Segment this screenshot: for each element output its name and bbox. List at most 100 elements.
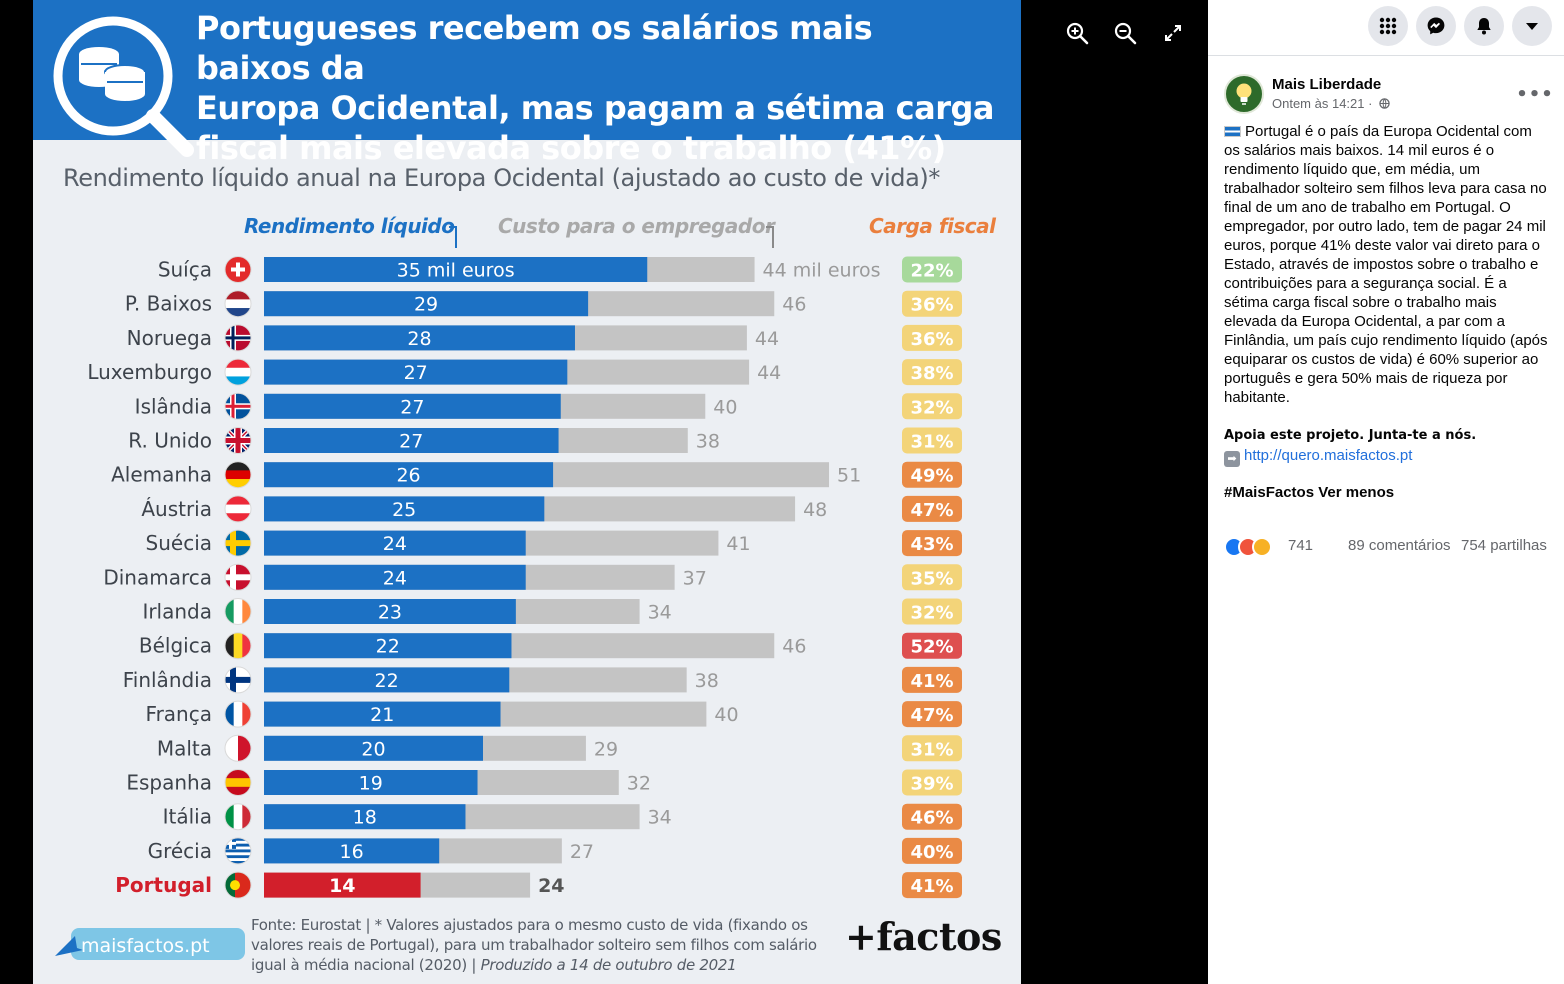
country-label: Bélgica [139, 634, 212, 658]
cost-value-label: 46 [782, 294, 806, 316]
legend-employer-cost: Custo para o empregador [498, 214, 775, 238]
flag-outline [224, 392, 252, 420]
flag-stripe [225, 840, 251, 844]
flag-outline [224, 358, 252, 386]
flag-outline [224, 734, 252, 762]
country-label: Grécia [148, 839, 212, 863]
notifications-bell-icon[interactable] [1464, 6, 1504, 46]
tax-badge-label: 39% [910, 774, 953, 795]
tax-badge-label: 49% [910, 466, 953, 487]
legend-bracket [766, 226, 774, 248]
flag-outline [224, 769, 252, 796]
support-link[interactable]: http://quero.maisfactos.pt [1244, 447, 1413, 464]
post-timestamp[interactable]: Ontem às 14:21 · [1272, 96, 1373, 111]
bar-net [264, 325, 575, 351]
tax-badge-label: 43% [910, 534, 953, 555]
tax-badge [902, 256, 962, 283]
source-text: Fonte: Eurostat | * Valores ajustados pa… [251, 916, 817, 974]
tax-badge-label: 40% [910, 842, 953, 863]
cost-value-label: 48 [803, 499, 827, 521]
flag-body [225, 530, 251, 557]
net-value-label: 20 [361, 738, 385, 760]
maisfactos-logo: maisfactos.pt [55, 928, 245, 960]
shares-count[interactable]: 754 partilhas [1461, 537, 1547, 554]
flag-outline [224, 495, 252, 523]
bar-net [264, 393, 561, 419]
flag-stripe [225, 598, 235, 625]
cost-value-label: 34 [648, 807, 672, 829]
bar-net [264, 462, 554, 488]
flag-stripe [233, 598, 243, 625]
flag-dk-icon [224, 563, 252, 591]
lightbulb-icon [1236, 83, 1252, 105]
tax-badge [902, 598, 962, 625]
reactions[interactable] [1224, 536, 1272, 558]
bar-net [264, 667, 510, 693]
flag-gb-icon [224, 427, 252, 454]
post-side-panel: Mais Liberdade Ontem às 14:21 · ••• Port… [1208, 0, 1564, 984]
bar-net [264, 872, 421, 898]
menu-grid-icon[interactable] [1368, 6, 1408, 46]
flag-stripe [225, 701, 235, 728]
produced-date: Produzido a 14 de outubro de 2021 [480, 956, 737, 974]
messenger-icon[interactable] [1416, 6, 1456, 46]
flag-body [225, 701, 251, 728]
account-dropdown-icon[interactable] [1512, 6, 1552, 46]
title-line: Europa Ocidental, mas pagam a sétima car… [196, 89, 995, 127]
bar-net [264, 257, 648, 282]
globe-icon [1379, 98, 1390, 109]
more-options-icon[interactable]: ••• [1516, 83, 1554, 105]
bar-net [264, 359, 568, 385]
country-label: Malta [157, 736, 212, 760]
flag-body [225, 427, 251, 454]
cost-value-label: 46 [782, 636, 806, 658]
flag-outline [224, 598, 252, 625]
comments-count[interactable]: 89 comentários [1348, 537, 1451, 554]
flag-outline [224, 837, 252, 865]
bar-net [264, 633, 512, 659]
tax-badge-label: 31% [910, 739, 953, 760]
cost-value-label: 44 [757, 362, 781, 384]
tax-badge-label: 22% [910, 261, 953, 282]
tax-badge [902, 632, 962, 659]
flag-cross [225, 540, 251, 547]
flag-body [225, 735, 251, 762]
flag-stripe [225, 308, 251, 317]
tax-badge [902, 461, 962, 488]
tax-badge-label: 31% [910, 432, 953, 453]
flag-stripe [225, 769, 251, 779]
flag-at-icon [224, 495, 252, 523]
see-less-button[interactable]: Ver menos [1318, 484, 1395, 501]
zoom-in-icon[interactable] [1062, 18, 1092, 48]
flag-cross [225, 574, 251, 581]
flag-body [225, 598, 251, 625]
flag-cross [225, 404, 251, 408]
flag-stripe [225, 479, 251, 488]
reactions-count[interactable]: 741 [1288, 537, 1314, 554]
hashtag-link[interactable]: #MaisFactos [1224, 484, 1315, 501]
flag-body [225, 324, 251, 351]
flag-stripe [233, 701, 243, 728]
cost-value-label: 44 [755, 328, 779, 350]
flag-outline [224, 461, 252, 489]
flag-outline [224, 666, 252, 694]
bar-net [264, 496, 545, 522]
flag-stripe [225, 858, 251, 862]
flag-outline [224, 700, 252, 728]
bar-net [264, 428, 559, 453]
tax-badge [902, 735, 962, 762]
zoom-out-icon[interactable] [1110, 18, 1140, 48]
flag-outline [224, 290, 252, 318]
page-avatar[interactable] [1224, 74, 1264, 114]
flag-stripe [225, 846, 251, 850]
country-label: Áustria [141, 497, 212, 521]
magnifier-coins-icon [53, 16, 194, 157]
flag-stripe [225, 632, 235, 659]
flag-cross [235, 427, 241, 454]
net-value-label: 25 [392, 499, 416, 521]
fullscreen-icon[interactable] [1158, 18, 1188, 48]
tax-badge-label: 38% [910, 363, 953, 384]
page-name[interactable]: Mais Liberdade [1272, 76, 1382, 93]
flag-cross [225, 676, 251, 683]
post-stats: 741 89 comentários 754 partilhas [1224, 536, 1554, 558]
